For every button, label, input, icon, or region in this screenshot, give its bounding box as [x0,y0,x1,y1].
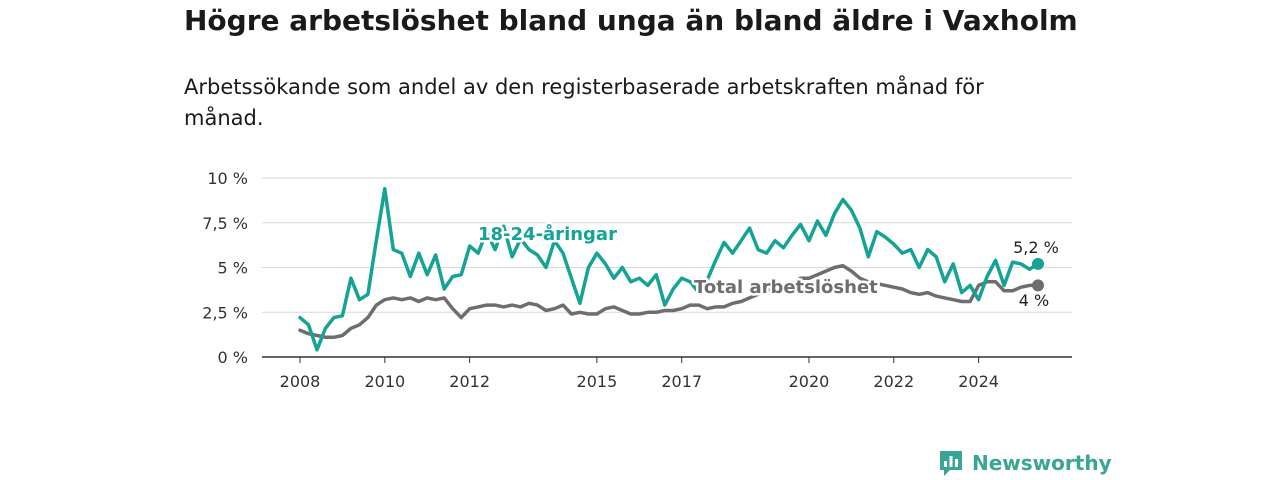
total-end-point [1032,279,1044,292]
x-tick-label: 2008 [280,372,321,391]
x-tick-label: 2020 [789,372,830,391]
y-tick-label: 5 % [218,259,248,278]
chart-subtitle: Arbetssökande som andel av den registerb… [184,75,984,130]
newsworthy-brand: Newsworthy [938,448,1112,478]
x-tick-label: 2012 [449,372,490,391]
y-tick-label: 10 % [207,169,248,188]
youth-end-label: 5,2 % [1013,238,1059,257]
axis-layer: 0 % 2,5 % 5 % 7,5 % 10 % 2008 2010 2012 2015 2017… [202,169,1072,391]
x-tick-label: 2022 [873,372,914,391]
newsworthy-logo-icon [940,451,962,476]
total-end-label: 4 % [1019,291,1049,310]
youth-series-line [298,186,1040,352]
y-tick-label: 7,5 % [202,214,248,233]
youth-series-label: 18-24-åringar [478,223,617,245]
x-tick-label: 2024 [958,372,999,391]
y-tick-label: 2,5 % [202,303,248,322]
youth-end-point [1032,257,1044,270]
total-series-line [298,263,1040,340]
y-tick-label: 0 % [218,348,248,367]
x-tick-label: 2010 [364,372,405,391]
series-layer [298,186,1044,352]
label-layer: 18-24-åringar Total arbetslöshet 5,2 % 4 % [476,221,1059,311]
total-series-label: Total arbetslöshet [694,277,878,298]
chart-title: Högre arbetslöshet bland unga än bland ä… [184,4,1078,37]
x-tick-label: 2015 [577,372,618,391]
line-chart: 0 % 2,5 % 5 % 7,5 % 10 % 2008 2010 2012 2015 2017… [202,169,1072,391]
x-tick-label: 2017 [661,372,702,391]
brand-name: Newsworthy [972,451,1112,475]
